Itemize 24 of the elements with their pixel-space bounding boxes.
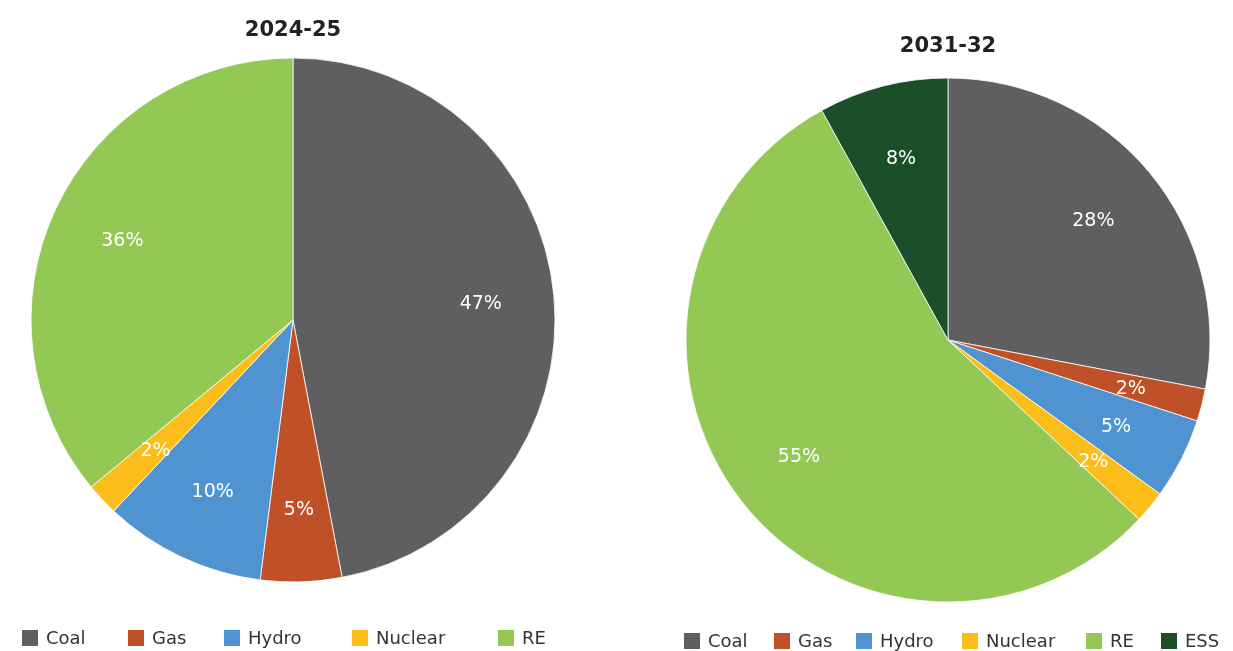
legend-label: Hydro [880, 630, 934, 651]
legend-label: ESS [1185, 630, 1220, 651]
legend-label: Gas [152, 627, 187, 649]
data-label: 8% [886, 145, 917, 168]
data-label: 36% [101, 228, 144, 251]
chart-title: 2024-25 [244, 17, 342, 41]
data-label: 5% [1101, 414, 1132, 437]
data-label: 2% [140, 437, 171, 460]
data-label: 10% [191, 479, 234, 502]
data-label: 28% [1072, 208, 1115, 231]
data-label: 2% [1115, 375, 1146, 398]
legend-label: Nuclear [376, 627, 446, 649]
legend-label: Hydro [248, 627, 302, 649]
legend-label: Coal [708, 630, 748, 651]
legend-label: RE [1110, 630, 1134, 651]
data-label: 55% [777, 444, 821, 467]
legend-label: Gas [798, 630, 833, 651]
legend-label: Nuclear [986, 630, 1056, 651]
chart-title: 2031-32 [899, 33, 997, 57]
data-label: 47% [459, 290, 502, 313]
legend-label: RE [522, 627, 546, 649]
legend-label: Coal [46, 627, 86, 649]
data-label: 2% [1078, 448, 1109, 471]
data-label: 5% [283, 497, 314, 520]
